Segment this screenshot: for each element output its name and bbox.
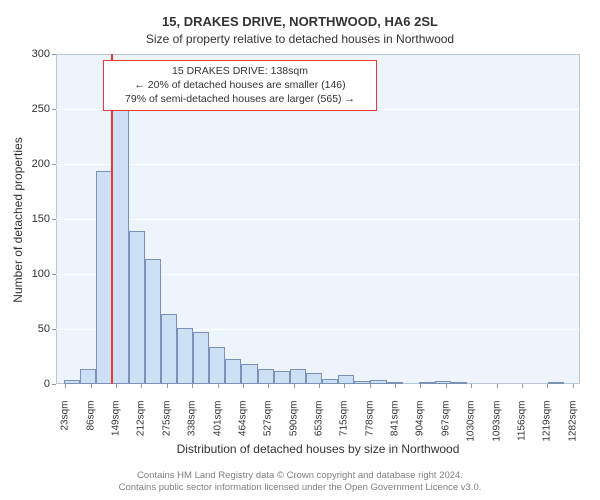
x-tick-label: 212sqm (136, 401, 147, 456)
x-tick (319, 384, 320, 388)
x-tick-label: 841sqm (389, 401, 400, 456)
y-tick-label: 150 (22, 213, 50, 225)
x-tick-label: 1030sqm (466, 401, 477, 456)
histogram-bar (112, 102, 128, 384)
y-tick-label: 250 (22, 103, 50, 115)
x-tick-label: 1219sqm (542, 401, 553, 456)
histogram-bar (451, 382, 467, 384)
x-tick (547, 384, 548, 388)
x-tick (497, 384, 498, 388)
y-tick (52, 109, 56, 110)
x-tick (420, 384, 421, 388)
histogram-bar (129, 231, 145, 384)
histogram-bar (161, 314, 177, 384)
histogram-bar (258, 369, 274, 384)
histogram-bar (322, 379, 338, 385)
chart-container: { "canvas": { "width": 600, "height": 50… (0, 0, 600, 500)
x-tick (344, 384, 345, 388)
x-tick-label: 1156sqm (516, 401, 527, 456)
callout-line-3: 79% of semi-detached houses are larger (… (108, 92, 372, 106)
x-tick (573, 384, 574, 388)
x-tick (116, 384, 117, 388)
x-tick-label: 967sqm (440, 401, 451, 456)
x-tick (192, 384, 193, 388)
x-tick (471, 384, 472, 388)
y-tick-label: 0 (22, 378, 50, 390)
y-tick (52, 384, 56, 385)
histogram-bar (225, 359, 241, 384)
callout-box: 15 DRAKES DRIVE: 138sqm ← 20% of detache… (103, 60, 377, 111)
x-tick (370, 384, 371, 388)
footer-attribution: Contains HM Land Registry data © Crown c… (0, 470, 600, 495)
histogram-bar (306, 373, 322, 384)
histogram-bar (177, 328, 193, 384)
histogram-bar (80, 369, 96, 384)
footer-line-1: Contains HM Land Registry data © Crown c… (0, 470, 600, 482)
x-tick-label: 86sqm (85, 401, 96, 456)
y-tick (52, 329, 56, 330)
callout-line-2: ← 20% of detached houses are smaller (14… (108, 78, 372, 92)
x-tick-label: 904sqm (415, 401, 426, 456)
x-tick (268, 384, 269, 388)
x-tick-label: 715sqm (339, 401, 350, 456)
x-tick-label: 527sqm (263, 401, 274, 456)
x-tick (522, 384, 523, 388)
x-tick-label: 1093sqm (491, 401, 502, 456)
gridline (56, 219, 580, 220)
x-tick-label: 275sqm (161, 401, 172, 456)
x-tick-label: 590sqm (288, 401, 299, 456)
chart-title-address: 15, DRAKES DRIVE, NORTHWOOD, HA6 2SL (0, 14, 600, 29)
histogram-bar (370, 380, 386, 384)
x-tick-label: 338sqm (187, 401, 198, 456)
x-tick-label: 401sqm (212, 401, 223, 456)
x-tick (91, 384, 92, 388)
y-tick (52, 54, 56, 55)
histogram-bar (241, 364, 257, 384)
footer-line-2: Contains public sector information licen… (0, 482, 600, 494)
chart-subtitle: Size of property relative to detached ho… (0, 32, 600, 46)
y-tick (52, 164, 56, 165)
x-tick (446, 384, 447, 388)
x-tick (65, 384, 66, 388)
histogram-bar (338, 375, 354, 384)
histogram-bar (193, 332, 209, 384)
histogram-bar (435, 381, 451, 384)
x-tick (167, 384, 168, 388)
x-tick (243, 384, 244, 388)
histogram-bar (64, 380, 80, 384)
x-tick-label: 653sqm (314, 401, 325, 456)
histogram-bar (548, 382, 564, 384)
gridline (56, 164, 580, 165)
x-tick-label: 464sqm (238, 401, 249, 456)
x-tick (294, 384, 295, 388)
callout-line-1: 15 DRAKES DRIVE: 138sqm (108, 64, 372, 78)
x-tick (141, 384, 142, 388)
y-tick-label: 300 (22, 48, 50, 60)
histogram-bar (290, 369, 306, 384)
y-tick (52, 274, 56, 275)
histogram-bar (209, 347, 225, 384)
x-tick-label: 778sqm (364, 401, 375, 456)
y-tick-label: 50 (22, 323, 50, 335)
x-tick-label: 1282sqm (567, 401, 578, 456)
x-tick-label: 23sqm (60, 401, 71, 456)
histogram-bar (145, 259, 161, 384)
x-tick-label: 149sqm (111, 401, 122, 456)
histogram-bar (354, 381, 370, 384)
y-tick-label: 100 (22, 268, 50, 280)
histogram-bar (274, 371, 290, 384)
y-tick-label: 200 (22, 158, 50, 170)
x-tick (395, 384, 396, 388)
x-tick (218, 384, 219, 388)
y-tick (52, 219, 56, 220)
